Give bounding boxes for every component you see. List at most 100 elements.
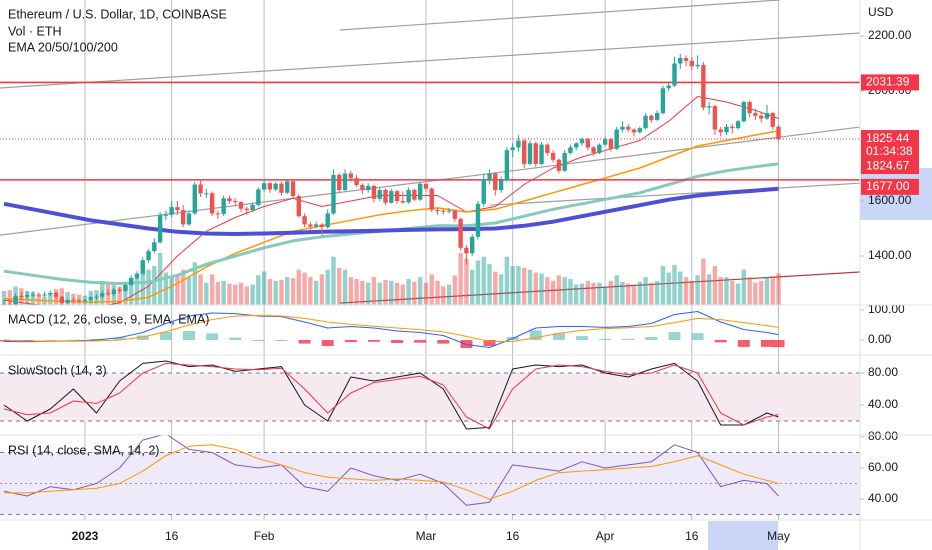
- volume-bar: [753, 282, 758, 305]
- volume-bar: [666, 272, 671, 305]
- candle-body: [123, 284, 128, 291]
- countdown-label: 01:34:38: [866, 144, 913, 158]
- candle-body: [128, 278, 134, 285]
- candle-body: [360, 185, 365, 191]
- candle-body: [198, 184, 203, 194]
- y-tick-label: 1400.00: [868, 248, 912, 262]
- y-tick-label: 1600.00: [868, 193, 912, 207]
- candle-body: [435, 209, 440, 211]
- candle-body: [215, 213, 221, 215]
- candle-body: [527, 143, 533, 164]
- candle-body: [279, 183, 284, 193]
- candle-body: [290, 181, 296, 197]
- volume-bar: [7, 290, 13, 305]
- candle-body: [469, 236, 475, 254]
- volume-bar: [331, 256, 336, 305]
- macd-histogram-bar: [0, 340, 11, 342]
- volume-bar: [342, 269, 348, 305]
- candle-body: [342, 173, 348, 191]
- last-price-label: 1825.44: [866, 131, 910, 145]
- volume-bar: [735, 283, 741, 305]
- y-tick-label: 40.00: [868, 397, 898, 411]
- oscillator-line: [4, 444, 779, 500]
- y-tick-label: 0.00: [868, 332, 892, 346]
- candle-body: [36, 294, 41, 296]
- volume-bar: [712, 266, 718, 305]
- candle-body: [735, 121, 741, 129]
- volume-bar: [192, 262, 197, 305]
- candle-body: [59, 296, 65, 303]
- volume-bar: [516, 266, 521, 305]
- back-layer: [84, 0, 780, 520]
- volume-bar: [446, 284, 452, 305]
- volume-bar: [654, 280, 660, 305]
- volume-bar: [308, 277, 313, 305]
- ema-legend: EMA 20/50/100/200: [8, 40, 118, 54]
- front-layer: 202316FebMar16Apr16May2200.002000.001600…: [72, 28, 919, 543]
- candle-body: [267, 183, 273, 190]
- volume-bar: [117, 286, 122, 305]
- candle-body: [776, 126, 781, 140]
- candle-body: [24, 295, 30, 297]
- volume-bar: [527, 269, 533, 305]
- ema-line: [3, 130, 779, 303]
- volume-bar: [423, 282, 429, 305]
- volume-bar: [637, 281, 642, 305]
- macd-histogram-bar: [483, 340, 496, 347]
- volume-bar: [325, 269, 330, 305]
- macd-line: [3, 311, 779, 348]
- x-tick-label: Mar: [416, 529, 437, 543]
- candle-body: [568, 147, 573, 153]
- macd-histogram-bar: [437, 340, 450, 344]
- volume-bar: [718, 277, 723, 305]
- volume-bar: [279, 279, 284, 305]
- ema-line: [3, 186, 779, 236]
- macd-histogram-bar: [367, 340, 380, 342]
- candle-body: [42, 294, 47, 296]
- candle-body: [712, 106, 718, 130]
- chart-title: Ethereum / U.S. Dollar, 1D, COINBASE: [8, 7, 227, 21]
- volume-bar: [631, 286, 637, 305]
- volume-bar: [510, 266, 515, 305]
- macd-histogram-bar: [772, 340, 785, 348]
- volume-bar: [123, 285, 128, 305]
- y-tick-label: 80.00: [868, 429, 898, 443]
- candle-body: [389, 191, 394, 203]
- trendline: [0, 126, 860, 236]
- candle-body: [152, 242, 157, 252]
- volume-bar: [146, 269, 151, 305]
- volume-bar: [371, 277, 377, 305]
- candle-body: [94, 296, 99, 298]
- candle-body: [678, 58, 683, 64]
- volume-bar: [302, 272, 307, 305]
- candle-body: [654, 113, 660, 120]
- macd-histogram-bar: [645, 337, 658, 341]
- candle-body: [146, 251, 151, 261]
- macd-histogram-bar: [760, 340, 773, 347]
- volume-bar: [522, 267, 527, 305]
- candle-body: [539, 144, 544, 164]
- volume-bar: [545, 277, 550, 305]
- candle-body: [175, 207, 180, 211]
- volume-bar: [30, 292, 36, 305]
- macd-histogram-bar: [668, 331, 681, 341]
- volume-bar: [481, 256, 486, 305]
- candle-body: [169, 207, 174, 215]
- candle-body: [516, 140, 521, 148]
- volume-bar: [319, 274, 325, 305]
- volume-bar: [504, 256, 510, 305]
- volume-bar: [429, 274, 434, 305]
- candle-body: [701, 64, 706, 108]
- volume-bar: [134, 277, 140, 305]
- volume-bar: [377, 282, 382, 305]
- candle-body: [464, 247, 469, 254]
- y-tick-label: 100.00: [868, 302, 905, 316]
- volume-bar: [660, 266, 666, 305]
- volume-bar: [48, 294, 53, 305]
- candle-body: [730, 126, 735, 129]
- volume-bar: [724, 277, 729, 305]
- volume-bar: [475, 260, 481, 305]
- candle-body: [371, 185, 377, 199]
- volume-bar: [441, 286, 446, 305]
- volume-bar: [233, 284, 238, 305]
